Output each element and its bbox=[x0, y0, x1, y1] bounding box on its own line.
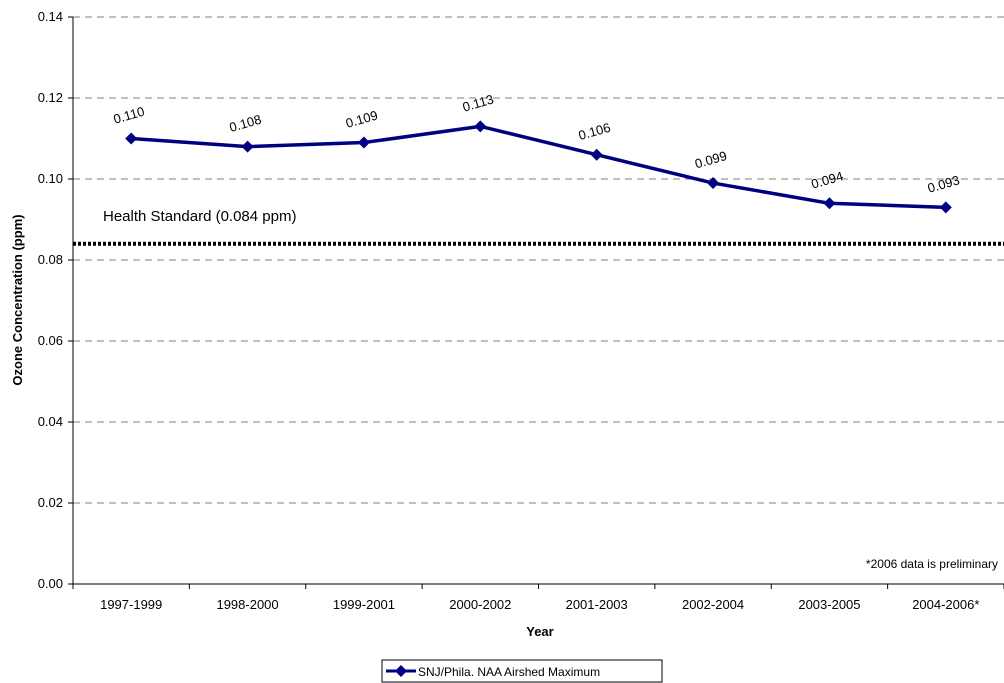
y-axis-ticks: 0.00 0.02 0.04 0.06 0.08 0.10 0.12 0.14 bbox=[38, 9, 73, 591]
x-tick-label: 2002-2004 bbox=[682, 597, 744, 612]
x-tick-label: 2003-2005 bbox=[798, 597, 860, 612]
data-label: 0.093 bbox=[926, 172, 961, 195]
data-label: 0.099 bbox=[693, 148, 728, 171]
data-point-marker bbox=[707, 177, 720, 190]
health-standard-label: Health Standard (0.084 ppm) bbox=[103, 208, 296, 225]
x-tick-label: 1999-2001 bbox=[333, 597, 395, 612]
data-point-marker bbox=[823, 197, 836, 210]
y-tick-label: 0.04 bbox=[38, 414, 63, 429]
data-point-marker bbox=[474, 120, 487, 133]
y-tick-label: 0.10 bbox=[38, 171, 63, 186]
data-label: 0.113 bbox=[461, 91, 495, 114]
y-tick-label: 0.00 bbox=[38, 576, 63, 591]
data-point-marker bbox=[125, 132, 138, 145]
preliminary-data-note: *2006 data is preliminary bbox=[866, 557, 998, 571]
x-tick-label: 2001-2003 bbox=[566, 597, 628, 612]
y-tick-label: 0.14 bbox=[38, 9, 63, 24]
data-label: 0.106 bbox=[577, 120, 612, 143]
series-line bbox=[131, 124, 946, 210]
series-group bbox=[125, 120, 952, 214]
y-tick-label: 0.06 bbox=[38, 333, 63, 348]
data-label: 0.094 bbox=[809, 168, 844, 191]
y-tick-label: 0.08 bbox=[38, 252, 63, 267]
x-tick-label: 2000-2002 bbox=[449, 597, 511, 612]
x-axis-title: Year bbox=[526, 624, 553, 639]
x-axis-ticks: 1997-1999 1998-2000 1999-2001 2000-2002 2001… bbox=[72, 584, 1004, 612]
y-axis-title: Ozone Concentration (ppm) bbox=[10, 214, 25, 385]
data-labels: 0.110 0.108 0.109 0.113 0.106 0.099 0.094 0.093 bbox=[112, 91, 962, 195]
x-tick-label: 1998-2000 bbox=[216, 597, 278, 612]
legend-marker bbox=[395, 665, 407, 677]
legend-label: SNJ/Phila. NAA Airshed Maximum bbox=[418, 665, 600, 679]
axes bbox=[72, 17, 1004, 585]
data-point-marker bbox=[590, 148, 603, 161]
data-point-marker bbox=[939, 201, 952, 214]
legend: SNJ/Phila. NAA Airshed Maximum bbox=[381, 659, 663, 683]
y-tick-label: 0.02 bbox=[38, 495, 63, 510]
legend-box bbox=[381, 659, 663, 683]
x-tick-label: 1997-1999 bbox=[100, 597, 162, 612]
data-label: 0.109 bbox=[344, 108, 379, 131]
gridlines bbox=[73, 16, 1004, 504]
data-point-marker bbox=[357, 136, 370, 149]
data-label: 0.110 bbox=[112, 104, 146, 127]
data-point-marker bbox=[241, 140, 254, 153]
x-tick-label: 2004-2006* bbox=[912, 597, 979, 612]
y-tick-label: 0.12 bbox=[38, 90, 63, 105]
data-label: 0.108 bbox=[228, 112, 263, 135]
